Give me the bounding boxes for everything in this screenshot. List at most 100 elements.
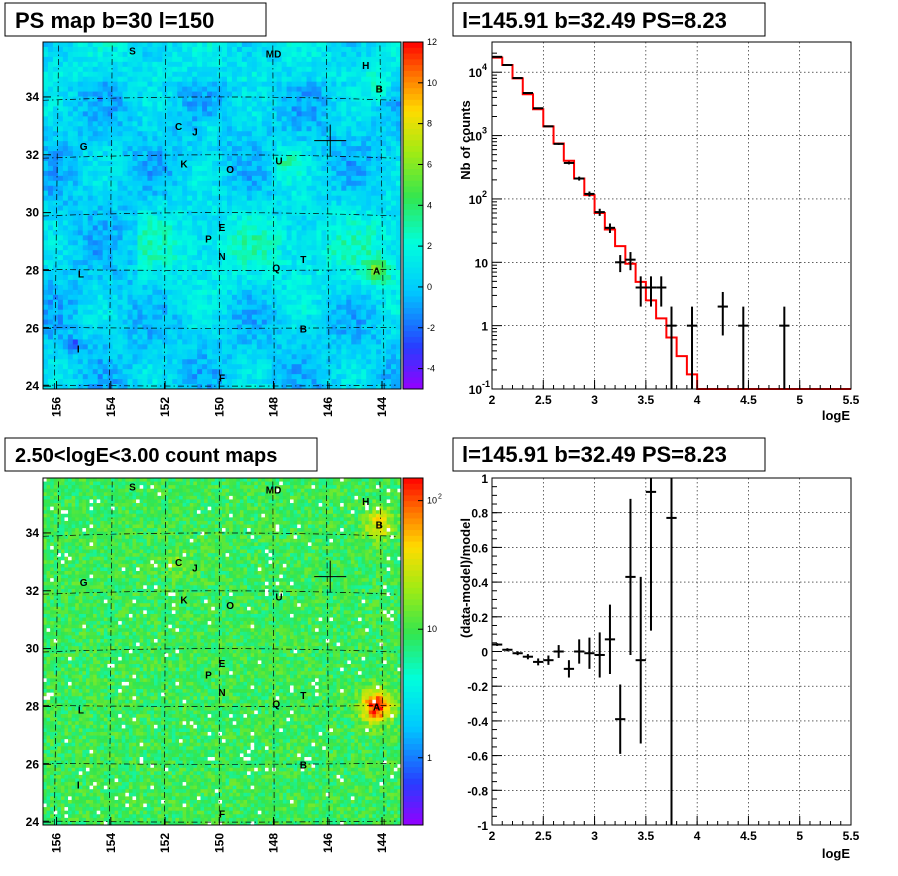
ps-map-colorbar-label: 0 xyxy=(427,282,432,292)
count-map-source-label-md: MD xyxy=(266,486,282,497)
ps-map-colorbar-label: 4 xyxy=(427,200,432,210)
ps-map-source-label-c: C xyxy=(175,122,182,133)
count-map-xtick-label: 146 xyxy=(321,833,335,853)
count-map-source-label-q: Q xyxy=(272,700,280,711)
spectrum-title: l=145.91 b=32.49 PS=8.23 xyxy=(462,8,727,33)
count-map-xtick-label: 150 xyxy=(212,833,226,853)
ps-map-source-label-j: J xyxy=(192,128,198,139)
count-map-xtick-label: 156 xyxy=(50,833,64,853)
count-map-xtick-label: 144 xyxy=(375,833,389,853)
count-map-title: 2.50<logE<3.00 count maps xyxy=(15,445,277,467)
spectrum-xtick-label: 3.5 xyxy=(638,393,655,407)
ps-map-ytick-label: 28 xyxy=(26,263,40,277)
ps-map-xtick-label: 148 xyxy=(267,397,281,417)
count-map-colorbar-label: 10 xyxy=(427,624,437,634)
ps-map-source-label-t: T xyxy=(300,255,306,266)
residual-ytick-label: 0.2 xyxy=(471,611,488,625)
ps-map-ytick-label: 32 xyxy=(26,148,40,162)
ps-map-xtick-label: 154 xyxy=(104,397,118,417)
spectrum-ytick-label: 10 xyxy=(475,256,489,270)
ps-map-ytick-label: 34 xyxy=(26,90,40,104)
residual-xtick-label: 2.5 xyxy=(535,829,552,843)
residual-xtick-label: 2 xyxy=(489,829,496,843)
count-map-source-label-s: S xyxy=(129,483,136,494)
count-map-source-label-u: U xyxy=(275,593,282,604)
residual-ytick-label: 0.6 xyxy=(471,541,488,555)
ps-map-heatmap-cells xyxy=(43,42,401,389)
count-map-ytick-label: 24 xyxy=(26,815,40,829)
count-map-ytick-label: 34 xyxy=(26,526,40,540)
count-map-ytick-label: 26 xyxy=(26,757,40,771)
ps-map-xtick-label: 156 xyxy=(50,397,64,417)
ps-map-source-label-q: Q xyxy=(272,264,280,275)
ps-map-colorbar-label: 12 xyxy=(427,37,437,47)
ps-map-source-label-n: N xyxy=(218,252,225,263)
residual-ytick-label: 1 xyxy=(481,472,488,486)
spectrum-xtick-label: 4 xyxy=(694,393,701,407)
spectrum-ylabel: Nb of counts xyxy=(458,100,473,179)
count-map-source-label-k: K xyxy=(180,595,188,606)
residual-xtick-label: 4 xyxy=(694,829,701,843)
ps-map-source-label-p: P xyxy=(205,235,212,246)
spectrum-xtick-label: 4.5 xyxy=(740,393,757,407)
ps-map-source-label-h: H xyxy=(362,61,369,72)
residual-xtick-label: 5.5 xyxy=(843,829,860,843)
ps-map-xtick-label: 150 xyxy=(212,397,226,417)
spectrum-ytick-label: 10 xyxy=(469,66,483,80)
count-map-heatmap-cells xyxy=(43,478,401,825)
ps-map-colorbar-label: -4 xyxy=(427,364,435,374)
ps-map-colorbar-label: 6 xyxy=(427,159,432,169)
count-map-source-label-o: O xyxy=(226,601,234,612)
ps-map-source-label-u: U xyxy=(275,157,282,168)
ps-map-source-label-g: G xyxy=(80,142,88,153)
ps-map-source-label-l: L xyxy=(78,269,84,280)
count-map-ytick-label: 32 xyxy=(26,584,40,598)
count-map-source-label-j: J xyxy=(192,564,198,575)
spectrum-panel: l=145.91 b=32.49 PS=8.23 2 2.5 3 3.5 4 4.5 5 5.… xyxy=(453,3,860,423)
spectrum-ytick-exp: 3 xyxy=(482,126,487,136)
count-map-source-label-f: F xyxy=(219,809,225,820)
spectrum-xtick-label: 5 xyxy=(796,393,803,407)
count-map-ytick-label: 28 xyxy=(26,699,40,713)
count-map-source-label-g: G xyxy=(80,578,88,589)
ps-map-source-label-a: A xyxy=(373,266,380,277)
count-map-source-label-e: E xyxy=(219,659,226,670)
count-map-colorbar-exp: 2 xyxy=(438,494,442,501)
ps-map-ytick-label: 26 xyxy=(26,321,40,335)
residual-ytick-label: 0 xyxy=(481,646,488,660)
ps-map-colorbar-label: 2 xyxy=(427,241,432,251)
residual-xtick-label: 5 xyxy=(796,829,803,843)
spectrum-xtick-label: 2 xyxy=(489,393,496,407)
count-map-colorbar-label: 10 xyxy=(427,496,437,506)
ps-map-xtick-label: 152 xyxy=(158,397,172,417)
residual-title: l=145.91 b=32.49 PS=8.23 xyxy=(462,442,727,467)
count-map-colorbar-label: 1 xyxy=(427,753,432,763)
count-map-source-label-t: T xyxy=(300,691,306,702)
residual-xtick-label: 4.5 xyxy=(740,829,757,843)
spectrum-ytick-label: 10 xyxy=(469,193,483,207)
ps-map-source-label-s: S xyxy=(129,47,136,58)
ps-map-xtick-label: 144 xyxy=(375,397,389,417)
spectrum-ytick-exp: -1 xyxy=(482,379,490,389)
ps-map-source-label-o: O xyxy=(226,165,234,176)
ps-map-source-label-e: E xyxy=(219,223,226,234)
spectrum-xtick-label: 2.5 xyxy=(535,393,552,407)
count-map-xtick-label: 152 xyxy=(158,833,172,853)
spectrum-ytick-exp: 2 xyxy=(482,189,487,199)
ps-map-colorbar-label: 8 xyxy=(427,119,432,129)
count-map-source-label-b: B xyxy=(300,760,307,771)
count-map-ytick-label: 30 xyxy=(26,642,40,656)
ps-map-colorbar-label: 10 xyxy=(427,78,437,88)
count-map-source-label-n: N xyxy=(218,688,225,699)
spectrum-xtick-label: 5.5 xyxy=(843,393,860,407)
ps-map-source-label-b: B xyxy=(300,324,307,335)
count-map-source-label-p: P xyxy=(205,671,212,682)
ps-map-title: PS map b=30 l=150 xyxy=(15,8,214,33)
